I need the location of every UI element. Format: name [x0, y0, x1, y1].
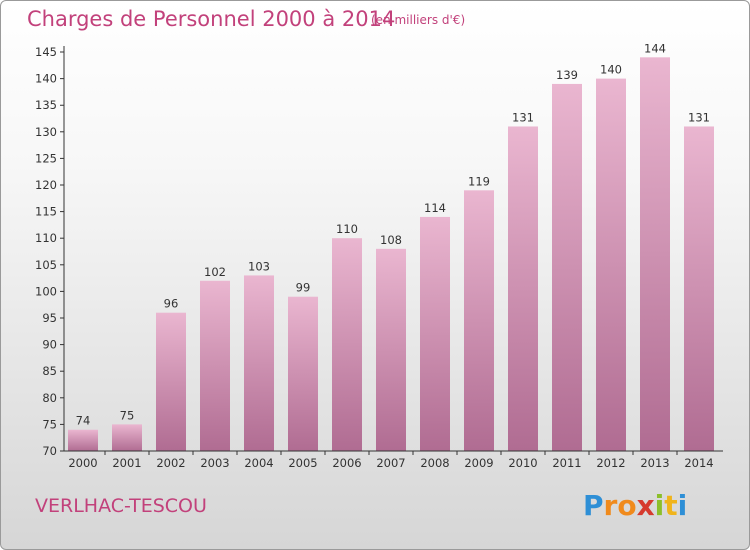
data-label: 96	[164, 297, 179, 311]
x-tick-label: 2014	[684, 456, 713, 470]
x-tick-label: 2009	[464, 456, 493, 470]
commune-name: VERLHAC-TESCOU	[35, 495, 207, 517]
bar-2014	[684, 126, 714, 451]
y-tick-label: 75	[42, 417, 57, 431]
data-label: 103	[248, 259, 270, 273]
y-tick-label: 95	[42, 311, 57, 325]
bar-2000	[68, 429, 98, 451]
data-label: 102	[204, 265, 226, 279]
bar-2001	[112, 424, 142, 451]
y-tick-label: 85	[42, 364, 57, 378]
x-tick-label: 2007	[376, 456, 405, 470]
x-tick-label: 2012	[596, 456, 625, 470]
data-label: 108	[380, 233, 402, 247]
y-tick-label: 130	[35, 125, 57, 139]
bar-2003	[200, 280, 230, 451]
x-tick-label: 2011	[552, 456, 581, 470]
bar-2002	[156, 312, 186, 451]
bar-2009	[464, 190, 494, 451]
bars-layer	[68, 57, 714, 452]
labels-layer: 70 75 80 85 90 95 100 105 110 115 120 125 130 135 140 1…	[35, 41, 714, 470]
x-tick-label: 2002	[156, 456, 185, 470]
data-label: 119	[468, 174, 490, 188]
x-tick-label: 2013	[640, 456, 669, 470]
y-tick-label: 105	[35, 258, 57, 272]
y-tick-label: 115	[35, 205, 57, 219]
data-label: 110	[336, 222, 358, 236]
bar-2006	[332, 238, 362, 451]
bar-2004	[244, 275, 274, 451]
y-tick-label: 135	[35, 98, 57, 112]
x-tick-label: 2008	[420, 456, 449, 470]
x-tick-label: 2006	[332, 456, 361, 470]
bar-2008	[420, 216, 450, 451]
x-tick-label: 2001	[112, 456, 141, 470]
bar-2007	[376, 248, 406, 451]
y-tick-label: 110	[35, 231, 57, 245]
x-tick-label: 2003	[200, 456, 229, 470]
bar-2010	[508, 126, 538, 451]
x-tick-label: 2000	[68, 456, 97, 470]
y-tick-label: 100	[35, 284, 57, 298]
proxiti-logo[interactable]: Proxiti	[583, 489, 688, 522]
y-tick-label: 90	[42, 338, 57, 352]
x-tick-label: 2005	[288, 456, 317, 470]
y-tick-label: 140	[35, 72, 57, 86]
y-tick-label: 125	[35, 151, 57, 165]
x-tick-label: 2010	[508, 456, 537, 470]
data-label: 140	[600, 63, 622, 77]
data-label: 139	[556, 68, 578, 82]
y-tick-label: 70	[42, 444, 57, 458]
y-tick-label: 145	[35, 45, 57, 59]
y-tick-label: 120	[35, 178, 57, 192]
data-label: 74	[76, 414, 91, 428]
x-tick-label: 2004	[244, 456, 273, 470]
chart-title: Charges de Personnel 2000 à 2014	[27, 7, 396, 31]
bar-2005	[288, 296, 318, 451]
data-label: 75	[120, 408, 135, 422]
data-label: 114	[424, 201, 446, 215]
chart-subtitle: (en milliers d'€)	[371, 13, 466, 27]
data-label: 131	[688, 110, 710, 124]
data-label: 131	[512, 110, 534, 124]
y-tick-label: 80	[42, 391, 57, 405]
data-label: 99	[296, 281, 311, 295]
bar-2011	[552, 83, 582, 452]
axes-layer	[60, 46, 723, 455]
bar-2013	[640, 57, 670, 451]
data-label: 144	[644, 41, 666, 55]
bar-2012	[596, 78, 626, 451]
